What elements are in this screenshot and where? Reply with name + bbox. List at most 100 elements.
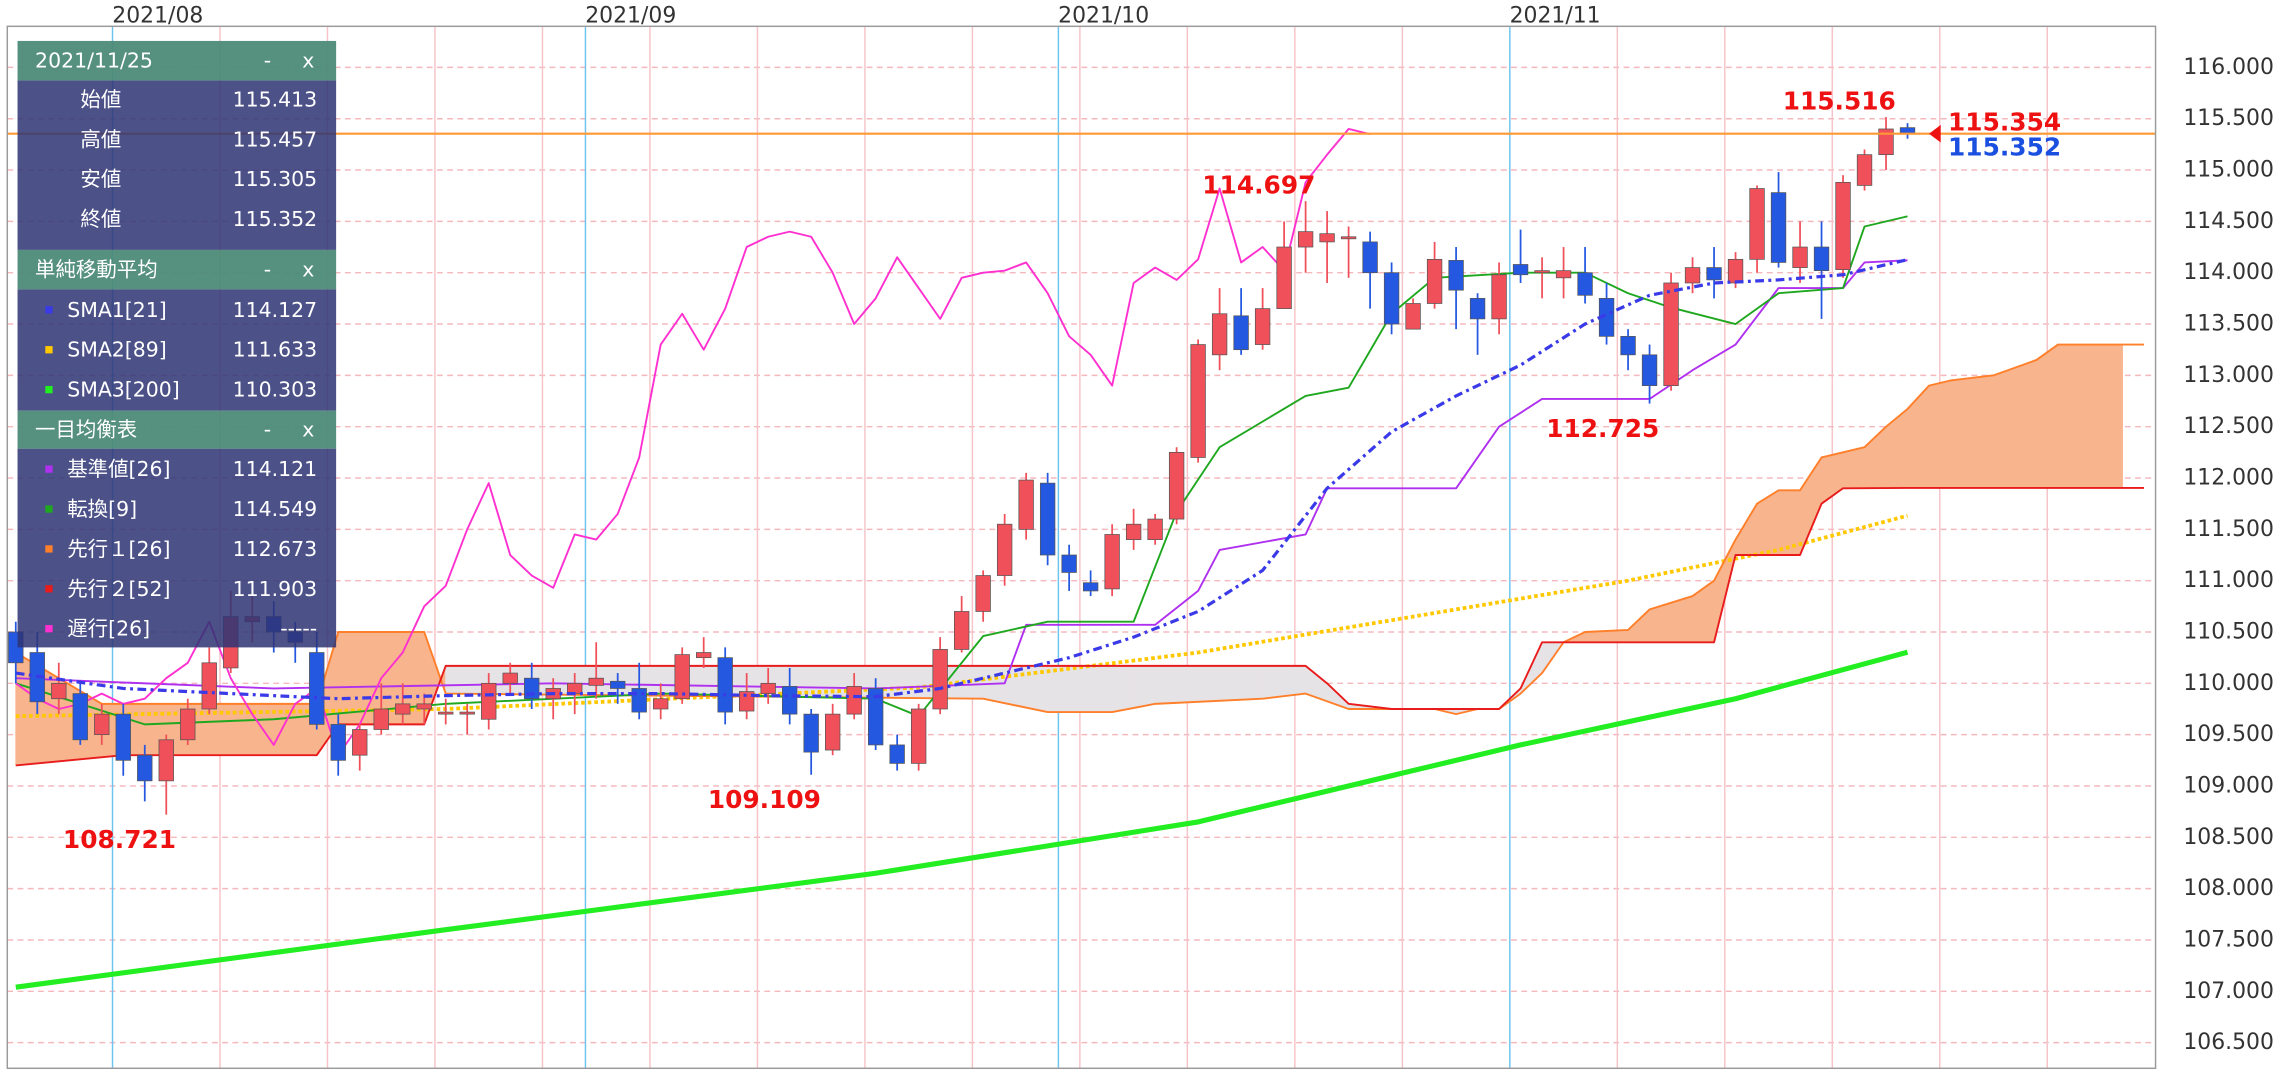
cloud-fill <box>1240 665 1264 701</box>
candle-body <box>1792 246 1808 268</box>
ohlc-label: 高値 <box>80 127 121 151</box>
candle-body <box>481 682 497 720</box>
cloud-fill <box>2014 359 2037 489</box>
extreme-label: 115.516 <box>1783 86 1896 115</box>
cloud-fill <box>1262 665 1285 700</box>
candle-body <box>1878 128 1894 156</box>
legend-swatch <box>45 306 53 314</box>
candle-body <box>760 682 776 694</box>
panel-header <box>17 410 337 449</box>
candle-body <box>158 739 174 782</box>
legend-swatch <box>45 505 53 513</box>
candle-body <box>1469 297 1486 320</box>
candle-body <box>309 652 325 725</box>
legend-label: 先行１[26] <box>67 537 170 561</box>
close-price-label: 115.352 <box>1948 132 2061 161</box>
indicator-line <box>15 513 1909 719</box>
x-tick-label: 2021/11 <box>1510 4 1601 29</box>
cloud-fill <box>1047 665 1070 713</box>
cloud-fill <box>1197 665 1221 703</box>
candle-body <box>1190 344 1206 458</box>
y-tick-label: 107.500 <box>2183 927 2274 952</box>
cloud-fill <box>1778 489 1801 556</box>
y-tick-label: 112.000 <box>2183 466 2274 491</box>
panel-close[interactable]: x <box>302 258 314 282</box>
indicator-line <box>15 343 2144 716</box>
panel-body <box>17 289 337 411</box>
price-marker <box>1929 124 1941 143</box>
candle-body <box>1534 270 1550 274</box>
candle-body <box>115 713 131 761</box>
cloud-fill <box>1111 665 1135 713</box>
panel-close[interactable]: x <box>302 49 314 73</box>
candle-body <box>975 575 991 612</box>
legend-swatch <box>45 385 53 394</box>
candle-body <box>610 680 626 689</box>
plot-frame <box>6 25 2157 1070</box>
legend-value: 114.549 <box>233 497 318 521</box>
candle-body <box>1577 272 1593 296</box>
panel-minimize[interactable]: - <box>264 49 271 73</box>
y-tick-label: 115.500 <box>2183 106 2274 131</box>
candle-body <box>803 713 819 753</box>
candle-body <box>824 713 841 751</box>
y-tick-label: 108.500 <box>2183 825 2274 850</box>
y-tick-label: 108.000 <box>2183 876 2274 901</box>
cloud-fill <box>1068 665 1092 713</box>
candle-body <box>352 729 368 756</box>
x-tick-label: 2021/09 <box>585 4 676 29</box>
legend-value: 112.673 <box>233 537 318 561</box>
candle-body <box>889 744 905 764</box>
legend-label: SMA2[89] <box>67 338 167 362</box>
ohlc-label: 終値 <box>80 207 121 231</box>
indicator-line <box>15 487 2144 767</box>
cloud-fill <box>1133 665 1156 709</box>
panel-header <box>17 40 337 81</box>
cloud-fill <box>1283 665 1307 697</box>
candle-body <box>717 657 733 713</box>
panel-minimize[interactable]: - <box>264 418 271 442</box>
candle-body <box>739 691 755 712</box>
indicator-line <box>15 128 1371 757</box>
extreme-label: 108.721 <box>63 825 176 854</box>
candle-body <box>996 523 1013 576</box>
legend-value: ----- <box>280 617 317 641</box>
candle-body <box>932 649 948 710</box>
cloud-fill <box>1928 379 1951 489</box>
ohlc-label: 安値 <box>80 167 121 191</box>
candle-body <box>1362 241 1378 274</box>
y-tick-label: 115.000 <box>2183 158 2274 183</box>
legend-value: 110.303 <box>233 378 318 402</box>
legend-label: SMA3[200] <box>67 378 180 402</box>
candle-body <box>1426 258 1443 304</box>
candle-body <box>953 611 970 650</box>
cloud-fill <box>2036 343 2059 489</box>
cloud-fill <box>445 665 468 695</box>
candle-body <box>1276 246 1292 309</box>
ohlc-value: 115.413 <box>233 87 318 111</box>
panel-close[interactable]: x <box>302 418 314 442</box>
legend-value: 114.127 <box>233 298 318 322</box>
y-tick-label: 106.500 <box>2183 1030 2274 1055</box>
y-tick-label: 112.500 <box>2183 414 2274 439</box>
cloud-fill <box>1993 367 2016 489</box>
candle-body <box>1749 188 1765 260</box>
cloud-fill <box>1154 665 1178 705</box>
extreme-label: 112.725 <box>1546 414 1659 443</box>
candle-body <box>1727 258 1744 284</box>
cloud-fill <box>2079 344 2102 489</box>
candle-body <box>416 703 432 710</box>
candle-body <box>438 711 454 715</box>
ohlc-value: 115.457 <box>233 127 318 151</box>
ohlc-label: 始値 <box>80 87 121 111</box>
candle-body <box>782 686 798 715</box>
candle-body <box>588 677 604 686</box>
y-tick-label: 114.000 <box>2183 260 2274 285</box>
extreme-label: 109.109 <box>708 785 821 814</box>
y-tick-label: 109.000 <box>2183 773 2274 798</box>
y-tick-label: 116.000 <box>2183 55 2274 80</box>
extreme-label: 114.697 <box>1202 171 1315 200</box>
panel-minimize[interactable]: - <box>264 258 271 282</box>
cloud-fill <box>1090 665 1113 713</box>
legend-label: SMA1[21] <box>67 298 167 322</box>
